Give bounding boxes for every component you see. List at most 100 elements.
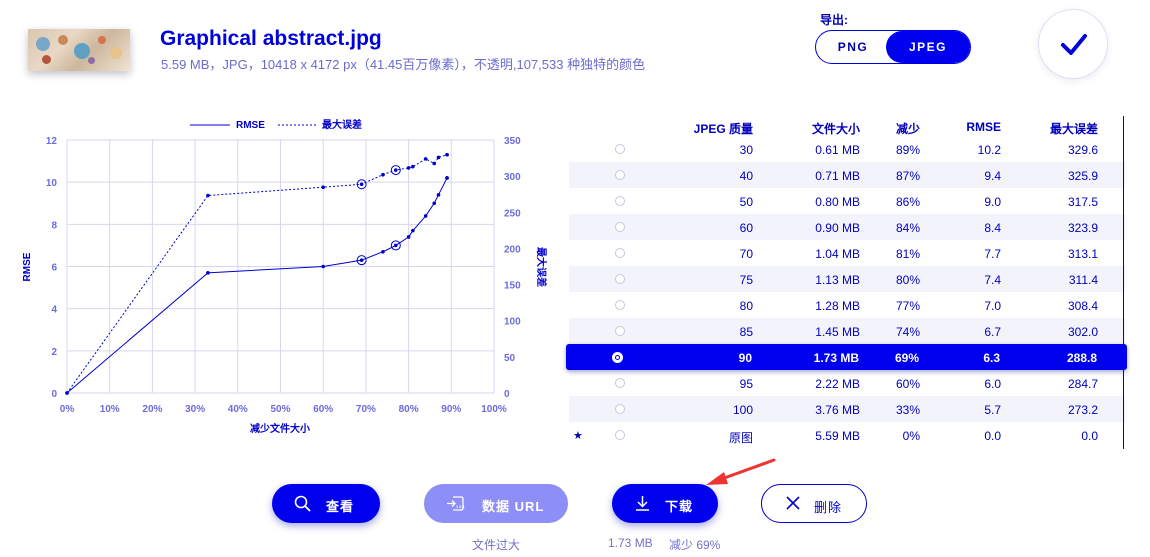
- series-point: [423, 157, 428, 161]
- quality-table: JPEG 质量 文件大小 减少 RMSE 最大误差 30 0.61 MB 89% 10…: [566, 116, 1127, 448]
- table-row[interactable]: 40 0.71 MB 87% 9.4 325.9: [569, 162, 1125, 188]
- y-right-tick-label: 350: [504, 136, 521, 147]
- series-point: [206, 271, 210, 275]
- header-rmse: RMSE: [966, 120, 1001, 134]
- delete-label: 删除: [814, 500, 843, 515]
- radio-button[interactable]: [615, 300, 625, 310]
- confirm-button[interactable]: [1038, 9, 1108, 79]
- format-toggle: PNG JPEG: [815, 30, 971, 64]
- download-size-note: 1.73 MB: [608, 536, 653, 550]
- radio-button[interactable]: [615, 274, 625, 284]
- table-row[interactable]: 100 3.76 MB 33% 5.7 273.2: [569, 396, 1125, 422]
- series-point: [206, 193, 210, 198]
- quality-chart: RMSE 最大误差 0% 10% 20% 30% 40% 50% 60% 70% 80% 90% 1…: [22, 118, 548, 435]
- table-row[interactable]: 75 1.13 MB 80% 7.4 311.4: [569, 266, 1125, 292]
- radio-button[interactable]: [615, 222, 625, 232]
- y-right-tick-label: 50: [504, 353, 516, 364]
- series-point: [432, 161, 437, 166]
- download-reduction-note: 减少 69%: [669, 538, 721, 552]
- y-right-tick-label: 300: [504, 172, 521, 183]
- x-tick-label: 40%: [228, 404, 248, 415]
- series-point: [411, 228, 415, 233]
- series-point: [381, 172, 385, 177]
- table-row[interactable]: 85 1.45 MB 74% 6.7 302.0: [569, 318, 1125, 344]
- y-right-axis-label: 最大误差: [535, 247, 548, 287]
- table-row[interactable]: 60 0.90 MB 84% 8.4 323.9: [569, 214, 1125, 240]
- y-right-tick-label: 200: [504, 244, 521, 255]
- file-title: Graphical abstract.jpg: [160, 27, 382, 50]
- radio-button[interactable]: [615, 404, 625, 414]
- highlight-ring: [390, 165, 401, 176]
- format-png-option[interactable]: PNG: [837, 40, 869, 54]
- y-left-tick-label: 0: [51, 389, 57, 400]
- x-tick-label: 30%: [185, 404, 205, 415]
- table-row[interactable]: 70 1.04 MB 81% 7.7 313.1: [569, 240, 1125, 266]
- table-row[interactable]: 30 0.61 MB 89% 10.2 329.6: [569, 136, 1125, 162]
- file-thumbnail: [28, 29, 130, 71]
- svg-text:101: 101: [456, 504, 465, 509]
- radio-button-selected[interactable]: [612, 352, 623, 363]
- series-point: [359, 258, 364, 262]
- radio-button[interactable]: [615, 248, 625, 258]
- table-row[interactable]: 80 1.28 MB 77% 7.0 308.4: [569, 292, 1125, 318]
- series-point: [359, 182, 364, 187]
- download-label: 下载: [665, 499, 694, 514]
- chart-ticks: 0% 10% 20% 30% 40% 50% 60% 70% 80% 90% 100% 0 2 4 6 8 10…: [46, 136, 521, 415]
- radio-button[interactable]: [615, 144, 625, 154]
- download-button[interactable]: 下载: [612, 484, 718, 523]
- radio-button[interactable]: [615, 326, 625, 336]
- table-row-selected[interactable]: 90 1.73 MB 69% 6.3 288.8: [566, 344, 1127, 370]
- y-left-axis-label: RMSE: [22, 252, 33, 281]
- y-left-tick-label: 6: [51, 263, 57, 274]
- original-star-icon: ★: [573, 430, 583, 442]
- x-tick-label: 80%: [399, 404, 419, 415]
- table-right-border: [1123, 116, 1124, 449]
- x-tick-label: 60%: [313, 404, 333, 415]
- highlight-ring: [356, 255, 367, 266]
- chart-series: [65, 152, 449, 395]
- chart-grid: [66, 139, 495, 394]
- series-point: [432, 201, 437, 206]
- y-left-tick-label: 2: [51, 347, 57, 358]
- format-jpeg-option[interactable]: JPEG: [886, 31, 970, 63]
- highlight-ring: [356, 179, 367, 190]
- x-axis-label: 减少文件大小: [250, 422, 310, 435]
- legend-max-error: 最大误差: [322, 118, 362, 131]
- table-row[interactable]: 95 2.22 MB 60% 6.0 284.7: [569, 370, 1125, 396]
- data-url-button[interactable]: 101 数据 URL: [424, 484, 568, 523]
- delete-button[interactable]: 删除: [761, 484, 867, 523]
- chart-legend: RMSE 最大误差: [190, 118, 362, 131]
- y-right-tick-label: 250: [504, 208, 521, 219]
- data-url-note: 文件过大: [472, 538, 521, 552]
- radio-button[interactable]: [615, 378, 625, 388]
- table-header: JPEG 质量 文件大小 减少 RMSE 最大误差: [569, 116, 1125, 136]
- series-point: [321, 264, 326, 269]
- header-reduction: 减少: [895, 122, 920, 136]
- x-tick-label: 50%: [270, 404, 290, 415]
- view-button[interactable]: 查看: [272, 484, 380, 523]
- header-file-size: 文件大小: [811, 122, 860, 136]
- y-left-tick-label: 10: [46, 178, 58, 189]
- table-row-original[interactable]: ★ 原图 5.59 MB 0% 0.0 0.0: [573, 429, 1098, 445]
- y-right-tick-label: 150: [504, 281, 521, 292]
- series-point: [411, 164, 415, 169]
- series-point: [393, 168, 398, 172]
- data-url-label: 数据 URL: [482, 499, 545, 514]
- export-label: 导出:: [820, 13, 848, 27]
- series-point: [406, 166, 411, 170]
- series-point: [393, 243, 398, 248]
- radio-button[interactable]: [615, 196, 625, 206]
- series-point: [423, 214, 428, 218]
- series-point: [436, 155, 441, 160]
- data-url-icon: 101: [447, 496, 465, 511]
- file-meta: 5.59 MB，JPG，10418 x 4172 px（41.45百万像素），不…: [161, 57, 646, 72]
- x-tick-label: 20%: [142, 404, 162, 415]
- table-row[interactable]: 50 0.80 MB 86% 9.0 317.5: [569, 188, 1125, 214]
- header-max-error: 最大误差: [1049, 122, 1098, 136]
- series-point: [65, 391, 69, 395]
- y-left-tick-label: 8: [51, 220, 57, 231]
- radio-button[interactable]: [615, 170, 625, 180]
- radio-button[interactable]: [615, 430, 625, 440]
- header-quality: JPEG 质量: [693, 122, 753, 136]
- highlight-ring: [390, 240, 401, 251]
